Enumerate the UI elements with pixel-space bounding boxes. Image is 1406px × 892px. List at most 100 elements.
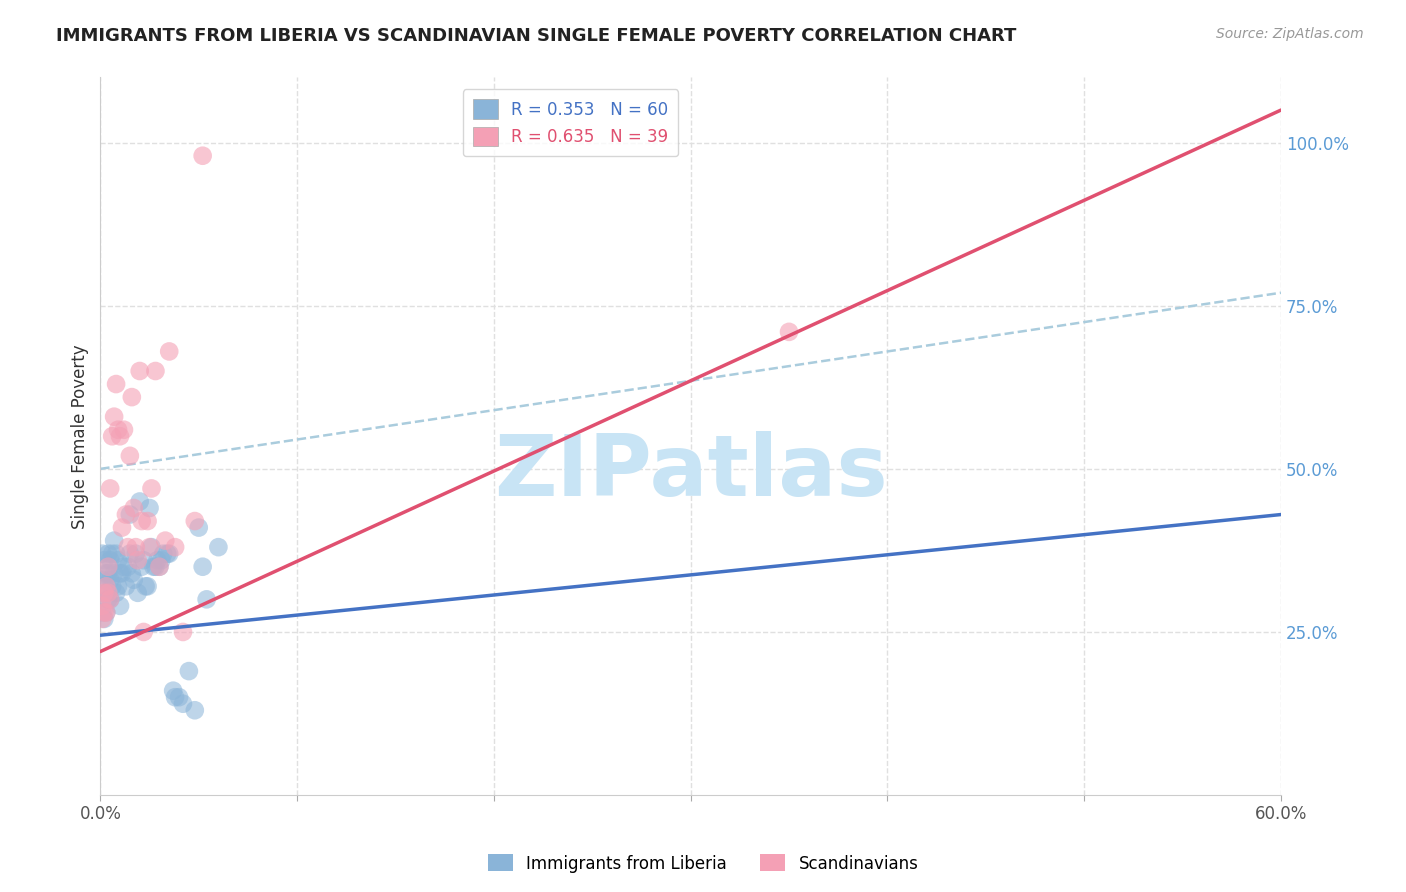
Point xyxy=(93,579,115,593)
Point xyxy=(195,592,218,607)
Point xyxy=(107,553,129,567)
Point xyxy=(98,482,121,496)
Text: ZIPatlas: ZIPatlas xyxy=(494,431,887,514)
Point xyxy=(146,553,169,567)
Point xyxy=(97,586,120,600)
Point xyxy=(115,579,138,593)
Point xyxy=(132,624,155,639)
Point xyxy=(131,514,153,528)
Point xyxy=(778,325,800,339)
Point xyxy=(98,592,121,607)
Point xyxy=(172,697,194,711)
Point xyxy=(97,566,120,581)
Point xyxy=(136,579,159,593)
Point xyxy=(148,559,170,574)
Point xyxy=(141,540,163,554)
Point xyxy=(118,508,141,522)
Point xyxy=(91,612,114,626)
Point xyxy=(103,409,125,424)
Point xyxy=(157,547,180,561)
Point xyxy=(121,566,143,581)
Point xyxy=(93,612,115,626)
Point xyxy=(128,364,150,378)
Point xyxy=(115,508,138,522)
Point xyxy=(98,553,121,567)
Point xyxy=(152,547,174,561)
Point xyxy=(96,606,118,620)
Point xyxy=(96,586,118,600)
Point xyxy=(118,449,141,463)
Point xyxy=(155,533,177,548)
Point xyxy=(145,559,167,574)
Point xyxy=(108,599,131,613)
Point xyxy=(184,514,207,528)
Point xyxy=(98,592,121,607)
Point xyxy=(107,423,129,437)
Point xyxy=(142,559,165,574)
Point xyxy=(97,547,120,561)
Point xyxy=(118,547,141,561)
Point xyxy=(207,540,229,554)
Point xyxy=(105,377,128,392)
Point xyxy=(103,566,125,581)
Point xyxy=(148,559,170,574)
Point xyxy=(122,501,145,516)
Point xyxy=(93,606,115,620)
Point xyxy=(91,573,114,587)
Point xyxy=(101,429,124,443)
Y-axis label: Single Female Poverty: Single Female Poverty xyxy=(72,344,89,529)
Point xyxy=(138,540,160,554)
Point xyxy=(162,683,184,698)
Point xyxy=(108,566,131,581)
Point xyxy=(131,559,153,574)
Point xyxy=(150,553,173,567)
Point xyxy=(165,690,187,705)
Point xyxy=(111,566,134,581)
Point xyxy=(93,553,115,567)
Point xyxy=(127,586,149,600)
Text: Source: ZipAtlas.com: Source: ZipAtlas.com xyxy=(1216,27,1364,41)
Point xyxy=(91,599,114,613)
Point xyxy=(127,553,149,567)
Point xyxy=(172,624,194,639)
Point xyxy=(157,344,180,359)
Legend: Immigrants from Liberia, Scandinavians: Immigrants from Liberia, Scandinavians xyxy=(481,847,925,880)
Point xyxy=(98,573,121,587)
Point xyxy=(91,606,114,620)
Point xyxy=(101,547,124,561)
Point xyxy=(117,559,139,574)
Point xyxy=(112,559,135,574)
Point xyxy=(132,553,155,567)
Point xyxy=(177,664,200,678)
Point xyxy=(107,579,129,593)
Point xyxy=(122,573,145,587)
Point xyxy=(96,606,118,620)
Point xyxy=(111,520,134,534)
Point xyxy=(97,592,120,607)
Point xyxy=(191,149,214,163)
Point xyxy=(105,586,128,600)
Point xyxy=(97,559,120,574)
Point xyxy=(138,501,160,516)
Point xyxy=(101,579,124,593)
Point xyxy=(136,514,159,528)
Point xyxy=(191,559,214,574)
Point xyxy=(93,586,115,600)
Point xyxy=(91,547,114,561)
Point xyxy=(184,703,207,717)
Point xyxy=(125,547,148,561)
Point xyxy=(165,540,187,554)
Point xyxy=(135,579,157,593)
Point xyxy=(96,566,118,581)
Point xyxy=(96,579,118,593)
Point xyxy=(121,390,143,404)
Point xyxy=(145,364,167,378)
Point xyxy=(128,494,150,508)
Point xyxy=(117,540,139,554)
Point xyxy=(112,423,135,437)
Point xyxy=(141,482,163,496)
Point xyxy=(187,520,209,534)
Point xyxy=(103,533,125,548)
Point xyxy=(167,690,190,705)
Point xyxy=(105,547,128,561)
